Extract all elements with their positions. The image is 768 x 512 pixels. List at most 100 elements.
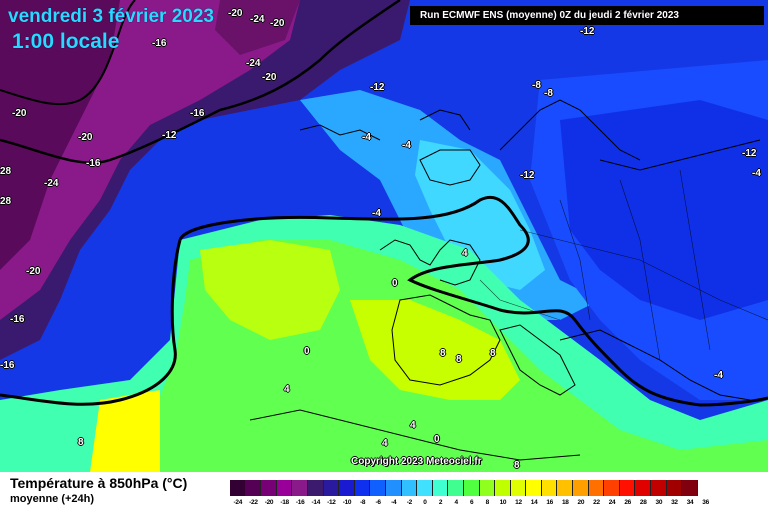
scale-swatch: [682, 480, 698, 496]
scale-swatch: [307, 480, 324, 496]
scale-tick: -10: [342, 499, 352, 506]
scale-swatch: [417, 480, 433, 496]
scale-swatch: [495, 480, 511, 496]
scale-tick: -4: [391, 499, 397, 506]
scale-tick: 14: [530, 499, 538, 506]
label-8-a: 8: [440, 348, 446, 359]
label-m24-b: -24: [246, 58, 261, 69]
label-m4-b: -4: [402, 140, 411, 151]
label-m8-b: -8: [544, 88, 553, 99]
scale-tick: 20: [577, 499, 585, 506]
scale-swatch: [541, 480, 558, 496]
scale-tick: 18: [561, 499, 569, 506]
coastlines: [249, 99, 761, 461]
label-m24-a: -24: [250, 14, 265, 25]
label-8-c: 8: [490, 348, 496, 359]
scale-tick: -24: [233, 499, 243, 506]
scale-swatch: [432, 480, 449, 496]
scale-swatch: [385, 480, 402, 496]
scale-swatch: [557, 480, 574, 496]
color-scale-ticks: -24 -22 -20 -18 -16 -14 -12 -10 -8 -6 -4 -2 0 2 4 6 8 10 1…: [230, 499, 713, 509]
scale-swatch: [276, 480, 293, 496]
label-4-d: 4: [382, 438, 388, 449]
label-m4-a: -4: [362, 132, 371, 143]
scale-tick: -22: [249, 499, 258, 506]
label-m16-d: -16: [10, 314, 25, 325]
zero-isotherm: [178, 196, 768, 407]
forecast-time: 1:00 locale: [12, 30, 120, 53]
cold-zone-deep: [0, 0, 120, 270]
run-info: Run ECMWF ENS (moyenne) 0Z du jeudi 2 fé…: [410, 6, 764, 25]
scale-swatch: [479, 480, 496, 496]
label-m16-a: -16: [152, 38, 167, 49]
label-m12-c: -12: [370, 82, 385, 93]
label-m16-e: -16: [0, 360, 15, 371]
label-8-b: 8: [456, 354, 462, 365]
scale-tick: 26: [624, 499, 631, 506]
scale-swatch: [463, 480, 480, 496]
legend-title: Température à 850hPa (°C): [10, 475, 188, 491]
label-m20-d: -20: [12, 108, 27, 119]
label-0-c: 0: [434, 434, 440, 445]
label-m12-b: -12: [580, 26, 595, 37]
warm-core-west: [200, 240, 340, 340]
scale-swatch: [651, 480, 667, 496]
warm-core-south: [90, 390, 160, 472]
label-m12-a: -12: [162, 130, 177, 141]
scale-tick: 4: [454, 499, 458, 506]
scale-tick: -2: [406, 499, 412, 506]
scale-tick: 34: [686, 499, 694, 506]
label-m24-c: -24: [44, 178, 59, 189]
warm-core-iberia: [350, 300, 520, 400]
scale-tick: 12: [515, 499, 522, 506]
zero-isotherm-west: [0, 239, 182, 406]
label-4-c: 4: [410, 420, 416, 431]
label-m20-c: -20: [262, 72, 277, 83]
scale-swatch: [573, 480, 589, 496]
label-8-e: 8: [514, 460, 520, 471]
legend-subtitle: moyenne (+24h): [10, 493, 95, 505]
scale-swatch: [448, 480, 464, 496]
label-m20-b: -20: [270, 18, 285, 29]
scale-tick: 32: [671, 499, 678, 506]
scale-swatch: [526, 480, 542, 496]
label-m12-e: -12: [742, 148, 757, 159]
label-m20-a: -20: [228, 8, 243, 19]
label-8-d: 8: [78, 437, 84, 448]
label-0-a: 0: [392, 278, 398, 289]
copyright: Copyright 2023 Meteociel.fr: [351, 456, 482, 467]
temperature-map: vendredi 3 février 2023 1:00 locale Run …: [0, 0, 768, 472]
scale-swatch: [666, 480, 683, 496]
scale-swatch: [588, 480, 605, 496]
label-m16-b: -16: [190, 108, 205, 119]
label-m4-d: -4: [752, 168, 761, 179]
scale-swatch: [261, 480, 277, 496]
scale-tick: -8: [359, 499, 366, 506]
scale-swatch: [230, 480, 246, 496]
scale-tick: 22: [593, 499, 600, 506]
scale-tick: -14: [311, 499, 321, 506]
scale-swatch: [245, 480, 262, 496]
minus20-isotherm: [0, 0, 401, 164]
scale-swatch: [510, 480, 527, 496]
cool-core: [415, 140, 545, 290]
scale-tick: -20: [264, 499, 274, 506]
label-m4-e: -4: [714, 370, 723, 381]
scale-swatch: [292, 480, 308, 496]
label-4-b: 4: [284, 384, 290, 395]
scale-tick: -16: [295, 499, 305, 506]
scale-swatch: [619, 480, 636, 496]
scale-tick: -6: [375, 499, 381, 506]
label-28-a: 28: [0, 166, 12, 177]
borders: [479, 169, 768, 361]
scale-tick: 10: [499, 499, 507, 506]
scale-tick: 2: [438, 499, 443, 506]
scale-tick: 6: [470, 499, 474, 506]
forecast-date: vendredi 3 février 2023: [8, 6, 214, 27]
label-28-b: 28: [0, 196, 12, 207]
label-m16-c: -16: [86, 158, 101, 169]
scale-tick: 0: [423, 499, 427, 506]
label-m8-a: -8: [532, 80, 541, 91]
scale-swatch: [401, 480, 418, 496]
color-scale: [230, 480, 698, 496]
